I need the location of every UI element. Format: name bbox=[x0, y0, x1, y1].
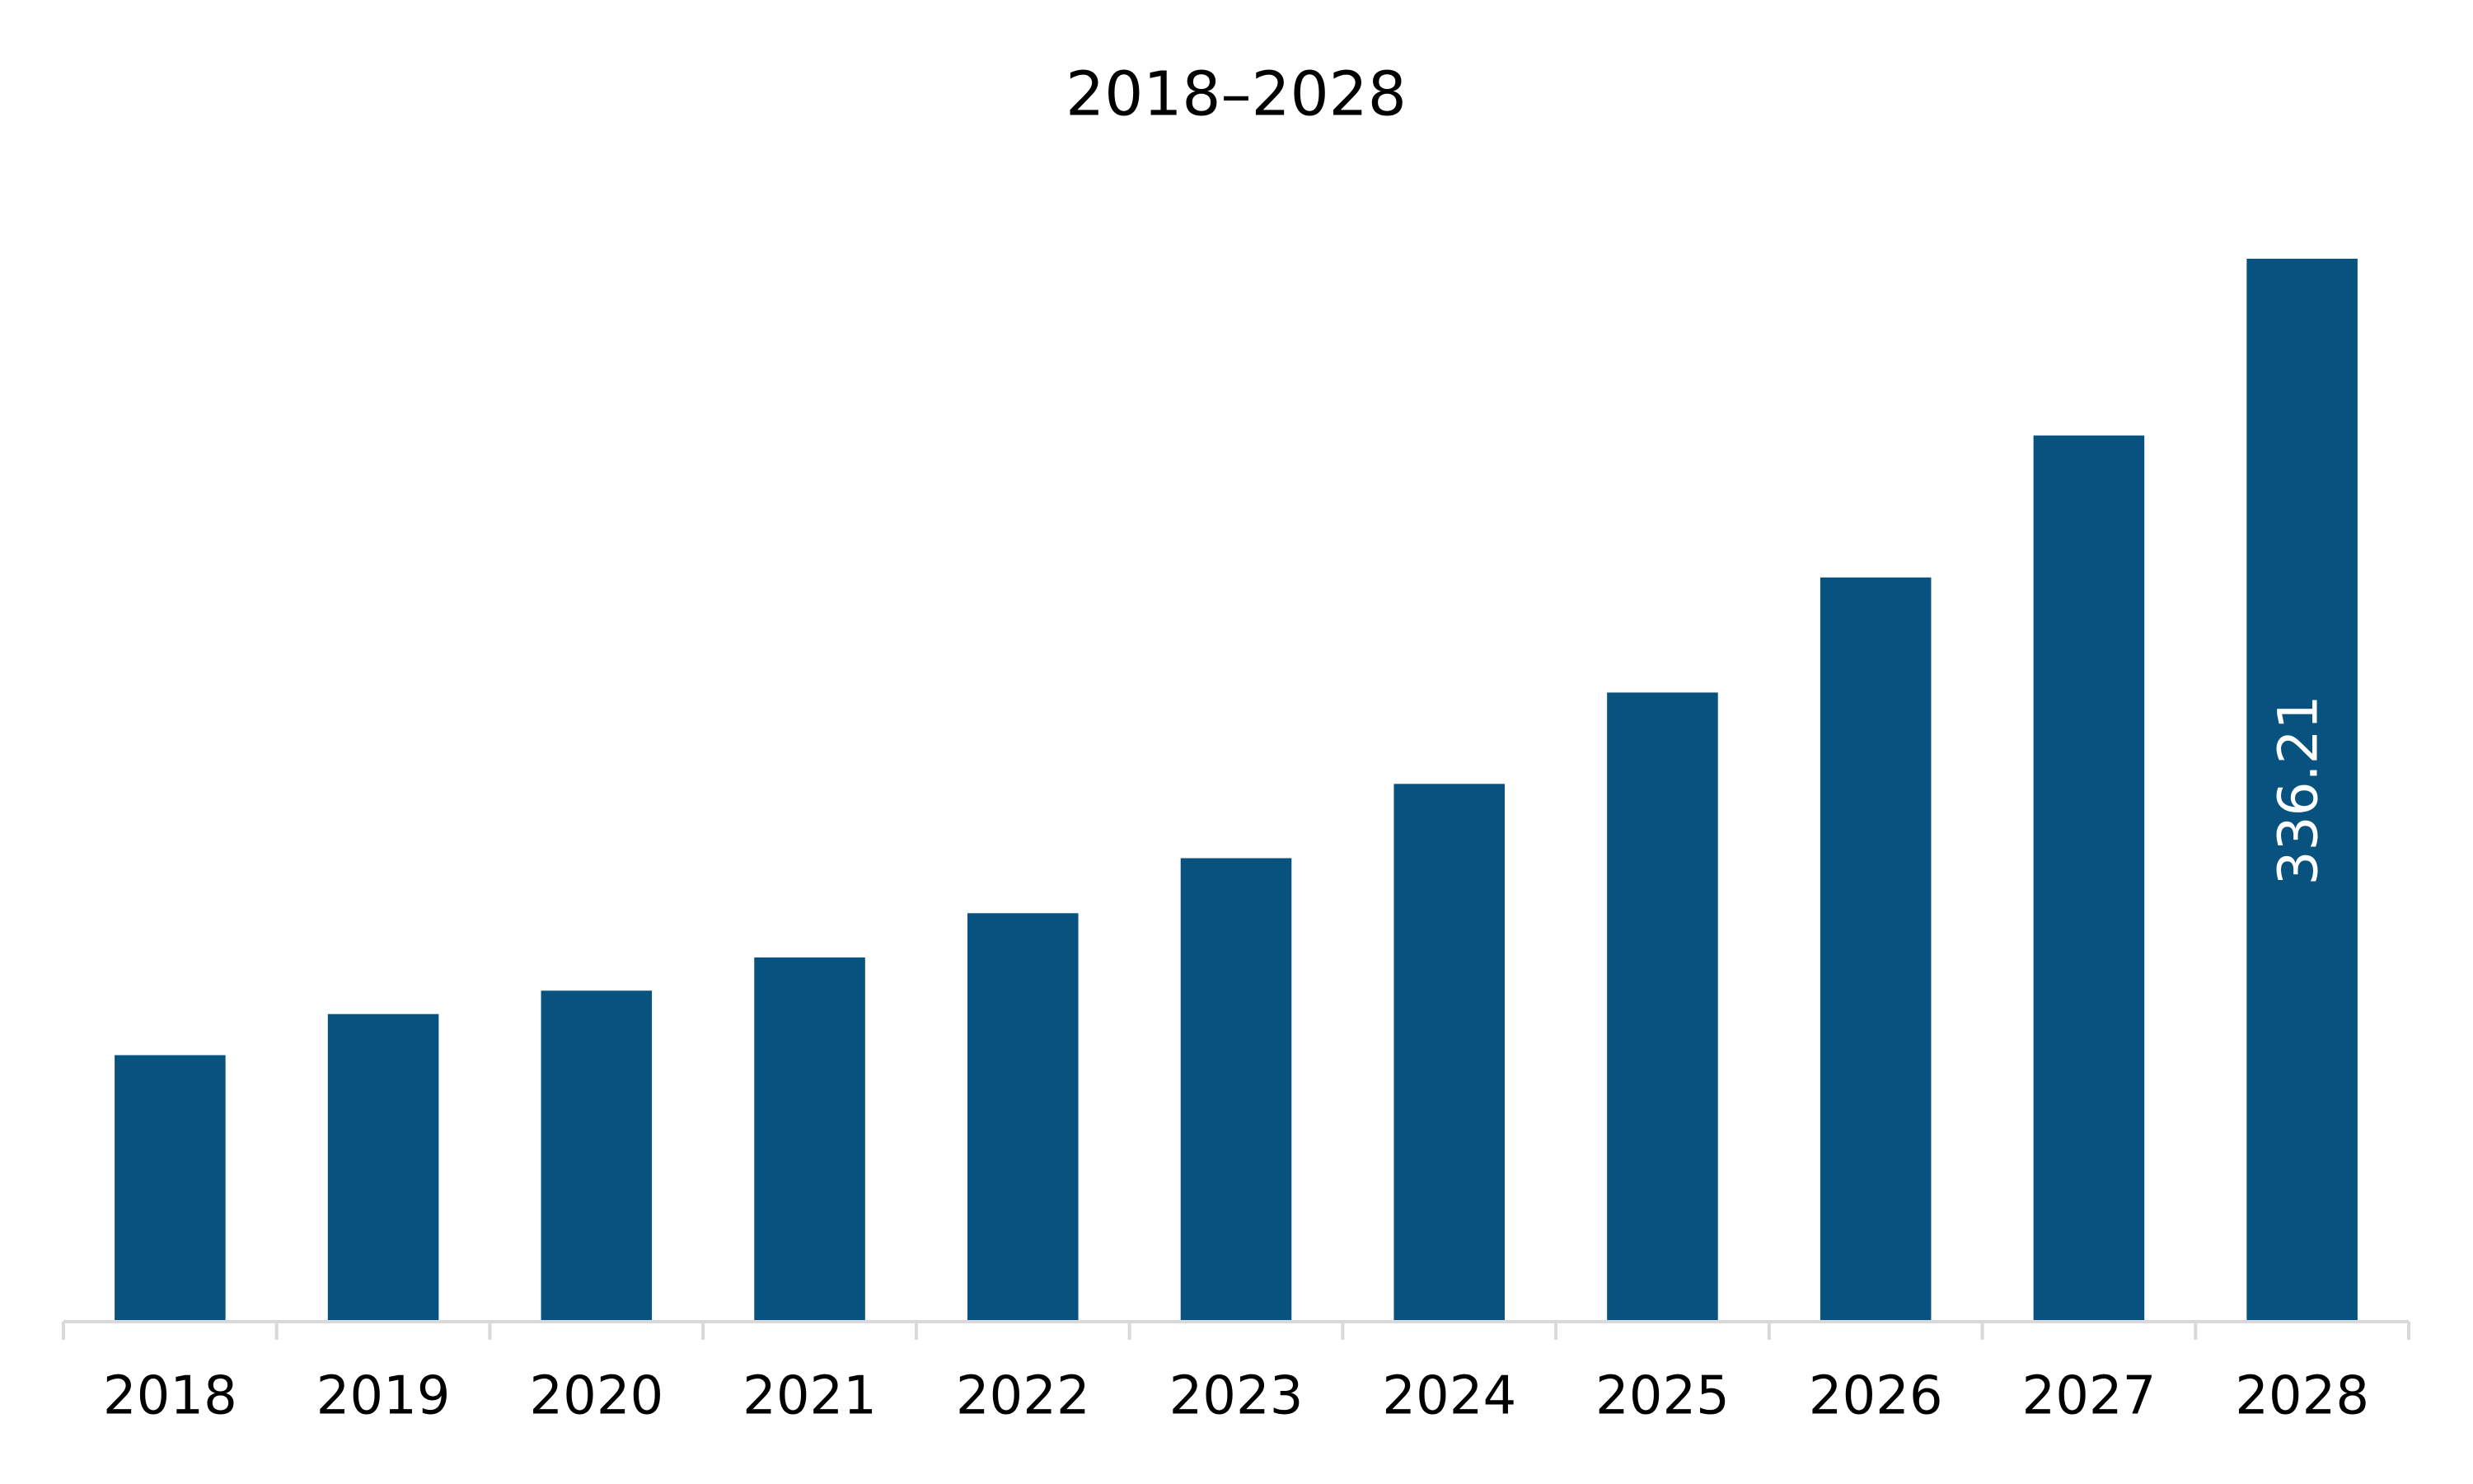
x-tick-label: 2021 bbox=[742, 1366, 877, 1427]
x-tick-label: 2023 bbox=[1169, 1366, 1304, 1427]
x-tick-label: 2026 bbox=[1809, 1366, 1943, 1427]
bar bbox=[967, 913, 1079, 1322]
bar bbox=[541, 990, 653, 1322]
x-tick-label: 2024 bbox=[1382, 1366, 1516, 1427]
x-tick-label: 2027 bbox=[2021, 1366, 2156, 1427]
x-tick-label: 2019 bbox=[316, 1366, 451, 1427]
bar bbox=[115, 1055, 226, 1322]
x-tick-label: 2025 bbox=[1595, 1366, 1730, 1427]
x-tick-label: 2020 bbox=[529, 1366, 663, 1427]
bar bbox=[1180, 858, 1292, 1322]
bar bbox=[2246, 259, 2358, 1322]
bar bbox=[1820, 577, 1932, 1322]
bar bbox=[754, 957, 865, 1322]
bar bbox=[1393, 784, 1505, 1322]
chart-title: 2018–2028 bbox=[1066, 59, 1407, 130]
bar bbox=[327, 1014, 439, 1322]
bar bbox=[1607, 692, 1718, 1322]
x-tick-label: 2028 bbox=[2235, 1366, 2369, 1427]
bar bbox=[2033, 435, 2145, 1322]
value-label: 336.21 bbox=[2267, 695, 2330, 886]
x-tick-label: 2022 bbox=[956, 1366, 1090, 1427]
x-tick-label: 2018 bbox=[103, 1366, 237, 1427]
